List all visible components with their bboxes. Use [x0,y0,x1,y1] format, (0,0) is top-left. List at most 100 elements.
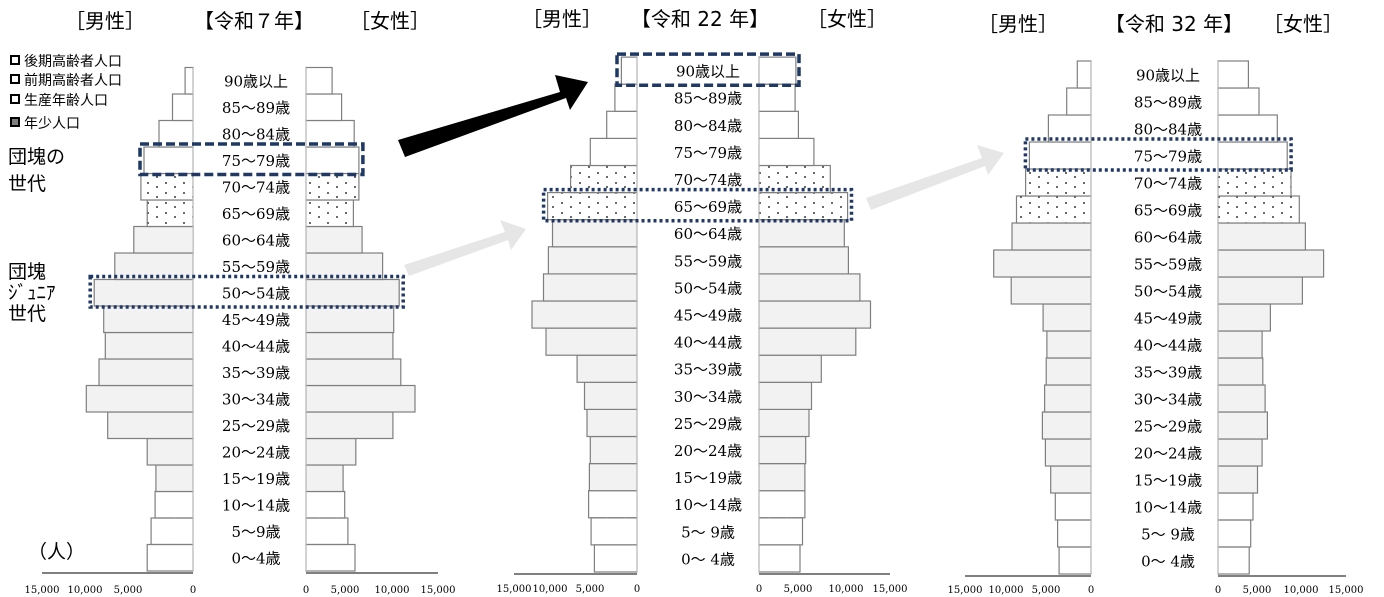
female-bar [305,358,402,387]
junior-line-2: ｼﾞｭﾆｱ [8,282,56,304]
male-tick-label: 5,000 [1032,585,1061,596]
age-label: 15～19歳 [222,470,290,488]
age-label: 25～29歳 [222,417,290,435]
male-bar [143,146,194,175]
transition-arrows [398,75,1004,276]
male-bar [589,435,638,465]
charts-layer: ［男性］ 【令和７年】 ［女性］ 0～4歳 5～9歳 10～14歳 15～19歳 20～24歳… [25,7,1364,596]
age-label: 45～49歳 [222,311,290,329]
age-label: 85～89歳 [222,99,290,117]
male-bar [171,93,194,122]
female-tick-label: 15,000 [873,584,908,595]
legend-item-late-elderly: 後期高齢者人口 [10,53,122,70]
male-bar [606,110,638,140]
female-bar [1217,384,1266,413]
legend-label: 生産年齢人口 [24,93,108,109]
male-bar [1046,330,1092,359]
unit-label: （人） [28,541,85,563]
age-label: 15～19歳 [674,469,742,487]
age-label: 5～ 9歳 [681,523,735,541]
female-tick-label: 5,000 [331,585,360,596]
female-bar [1217,141,1288,170]
male-bar [546,192,638,221]
male-bar [593,544,638,573]
female-bar [1217,546,1250,575]
female-bar [305,305,395,334]
female-bar [305,517,349,546]
female-bar [758,300,872,329]
male-bar [586,408,638,438]
dankai-line-2: 世代 [8,173,46,195]
age-label: 5～ 9歳 [1141,525,1195,543]
female-bar [1217,87,1260,116]
male-bar [1056,519,1092,548]
male-header: ［男性］ [522,7,602,31]
age-label: 70～74歳 [222,179,290,197]
age-label: 70～74歳 [1134,174,1202,192]
age-label: 55～59歳 [222,258,290,276]
age-label: 25～29歳 [1134,417,1202,435]
female-bar [758,273,861,302]
age-label: 55～59歳 [674,252,742,270]
legend-item-early-elderly: 前期高齢者人口 [10,72,122,89]
female-bar [758,327,857,356]
age-label: 85～89歳 [1134,93,1202,111]
legend-label: 前期高齢者人口 [24,72,122,89]
female-header: ［女性］ [350,9,430,33]
age-label: 90歳以上 [1136,66,1200,84]
female-tick-label: 10,000 [1284,585,1319,596]
age-label: 65～69歳 [1134,201,1202,219]
female-bar [758,192,849,221]
age-label: 35～39歳 [222,364,290,382]
age-label: 10～14歳 [1134,498,1202,516]
age-label: 0～4歳 [231,550,280,568]
age-label: 10～14歳 [674,496,742,514]
female-bar [758,463,806,492]
highlight-box [88,274,405,309]
female-bar [305,199,355,228]
female-bar [1217,330,1263,359]
female-bar [1217,411,1269,440]
age-label: 55～59歳 [1134,255,1202,273]
legend-item-working-age: 生産年齢人口 [10,93,108,109]
age-label: 75～79歳 [674,144,742,162]
female-bar [758,517,804,546]
female-bar [758,354,822,383]
female-bar [758,544,801,573]
female-bar [1217,222,1307,251]
female-bar [305,543,356,572]
male-bar [614,83,638,112]
female-tick-label: 10,000 [375,585,410,596]
female-bar [1217,519,1252,548]
age-label: 80～84歳 [222,126,290,144]
female-bar [305,146,360,175]
male-bar [590,517,638,546]
male-bar [1024,168,1092,197]
highlight-box [615,52,801,87]
female-tick-label: 5,000 [784,584,813,595]
male-bar [547,246,638,275]
male-bar [1044,438,1092,467]
age-label: 10～14歳 [222,497,290,515]
male-tick-label: 0 [634,584,640,595]
age-label: 65～69歳 [674,198,742,216]
female-bar [758,381,813,410]
female-bar [305,93,343,122]
male-bar [1045,357,1092,386]
age-label: 80～84歳 [674,117,742,135]
grey-arrow-icon [404,220,526,276]
legend-item-young: 年少人口 [10,116,80,132]
male-bar [1066,87,1092,116]
legend: 後期高齢者人口 前期高齢者人口 生産年齢人口 年少人口 [10,53,122,132]
male-tick-label: 5,000 [576,584,605,595]
female-header: ［女性］ [1263,12,1343,36]
age-label: 75～79歳 [222,152,290,170]
female-bar [305,411,394,440]
age-label: 90歳以上 [676,63,740,81]
age-label: 20～24歳 [1134,444,1202,462]
male-bar [85,384,194,413]
female-bar [305,225,363,254]
age-label: 70～74歳 [674,171,742,189]
male-bar [98,358,194,387]
male-bar [103,305,194,334]
